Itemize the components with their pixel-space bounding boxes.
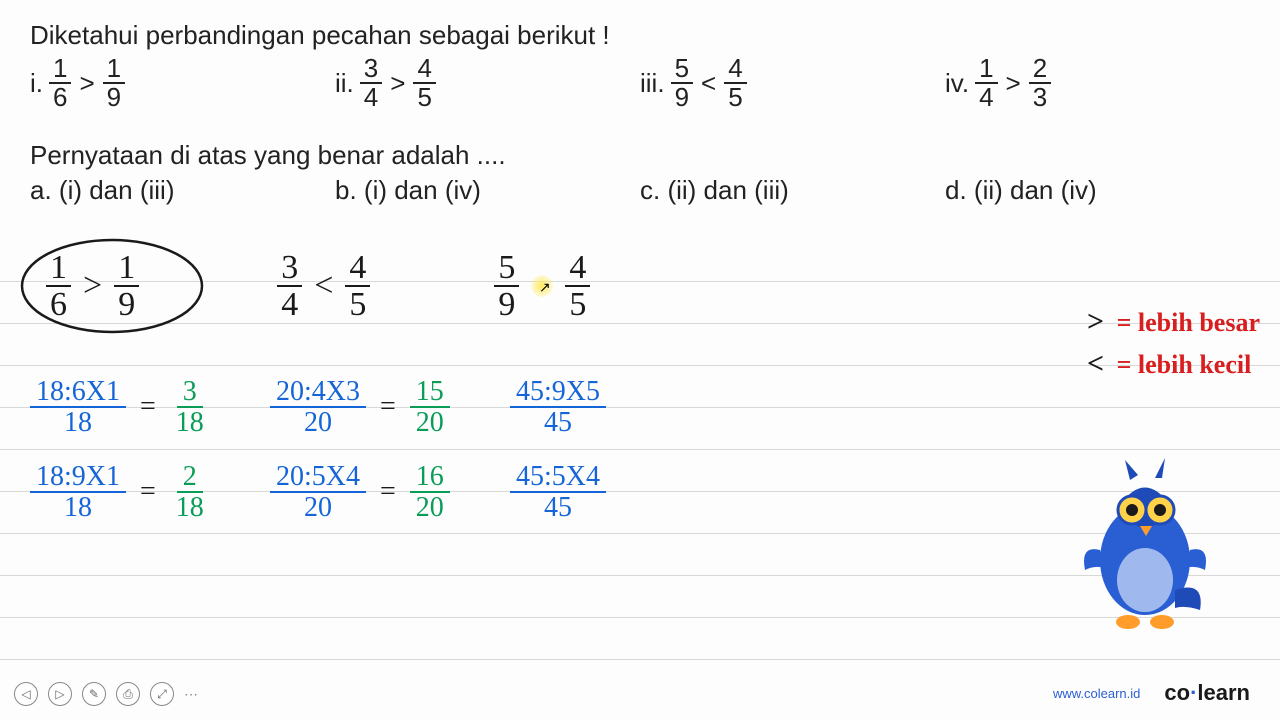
calc-r2c1: 18:9X118 = 218 bbox=[30, 462, 250, 523]
calc-r2c2: 20:5X420 = 1620 bbox=[270, 462, 490, 523]
options-row: a. (i) dan (iii) b. (i) dan (iv) c. (ii)… bbox=[30, 175, 1250, 206]
option-b[interactable]: b. (i) dan (iv) bbox=[335, 175, 640, 206]
calc-r1c2: 20:4X320 = 1520 bbox=[270, 377, 490, 438]
more-icon[interactable]: ⋯ bbox=[184, 686, 200, 703]
cursor-icon bbox=[531, 275, 553, 297]
next-button[interactable]: ▷ bbox=[48, 682, 72, 706]
question-title: Diketahui perbandingan pecahan sebagai b… bbox=[30, 20, 1250, 51]
option-c[interactable]: c. (ii) dan (iii) bbox=[640, 175, 945, 206]
problem-i: i. 16 > 19 bbox=[30, 55, 335, 112]
problem-ii: ii. 34 > 45 bbox=[335, 55, 640, 112]
footer-url: www.colearn.id bbox=[1053, 686, 1140, 701]
hand-set-1: 16 > 19 bbox=[30, 246, 155, 327]
handwritten-row: 16 > 19 34 < 45 59 45 bbox=[30, 246, 1250, 327]
expand-button[interactable]: ⤢ bbox=[150, 682, 174, 706]
logo: co·learn bbox=[1164, 680, 1250, 706]
option-a[interactable]: a. (i) dan (iii) bbox=[30, 175, 335, 206]
prev-button[interactable]: ◁ bbox=[14, 682, 38, 706]
pen-button[interactable]: ✎ bbox=[82, 682, 106, 706]
hand-set-2: 34 < 45 bbox=[275, 250, 372, 323]
calc-r1c1: 18:6X118 = 318 bbox=[30, 377, 250, 438]
player-controls: ◁ ▷ ✎ ⎙ ⤢ ⋯ bbox=[14, 682, 200, 706]
problem-iv: iv. 14 > 23 bbox=[945, 55, 1250, 112]
hand-set-3: 59 45 bbox=[492, 250, 592, 323]
question-subtitle: Pernyataan di atas yang benar adalah ...… bbox=[30, 140, 1250, 171]
problem-iii: iii. 59 < 45 bbox=[640, 55, 945, 112]
screen-button[interactable]: ⎙ bbox=[116, 682, 140, 706]
calc-r2c3: 45:5X445 bbox=[510, 462, 730, 523]
problem-row: i. 16 > 19 ii. 34 > 45 iii. 59 < 45 iv. … bbox=[30, 55, 1250, 112]
calc-r1c3: 45:9X545 bbox=[510, 377, 730, 438]
option-d[interactable]: d. (ii) dan (iv) bbox=[945, 175, 1250, 206]
calculation-grid: 18:6X118 = 318 20:4X320 = 1520 45:9X545 … bbox=[30, 377, 1250, 523]
footer: www.colearn.id co·learn bbox=[1053, 680, 1250, 706]
